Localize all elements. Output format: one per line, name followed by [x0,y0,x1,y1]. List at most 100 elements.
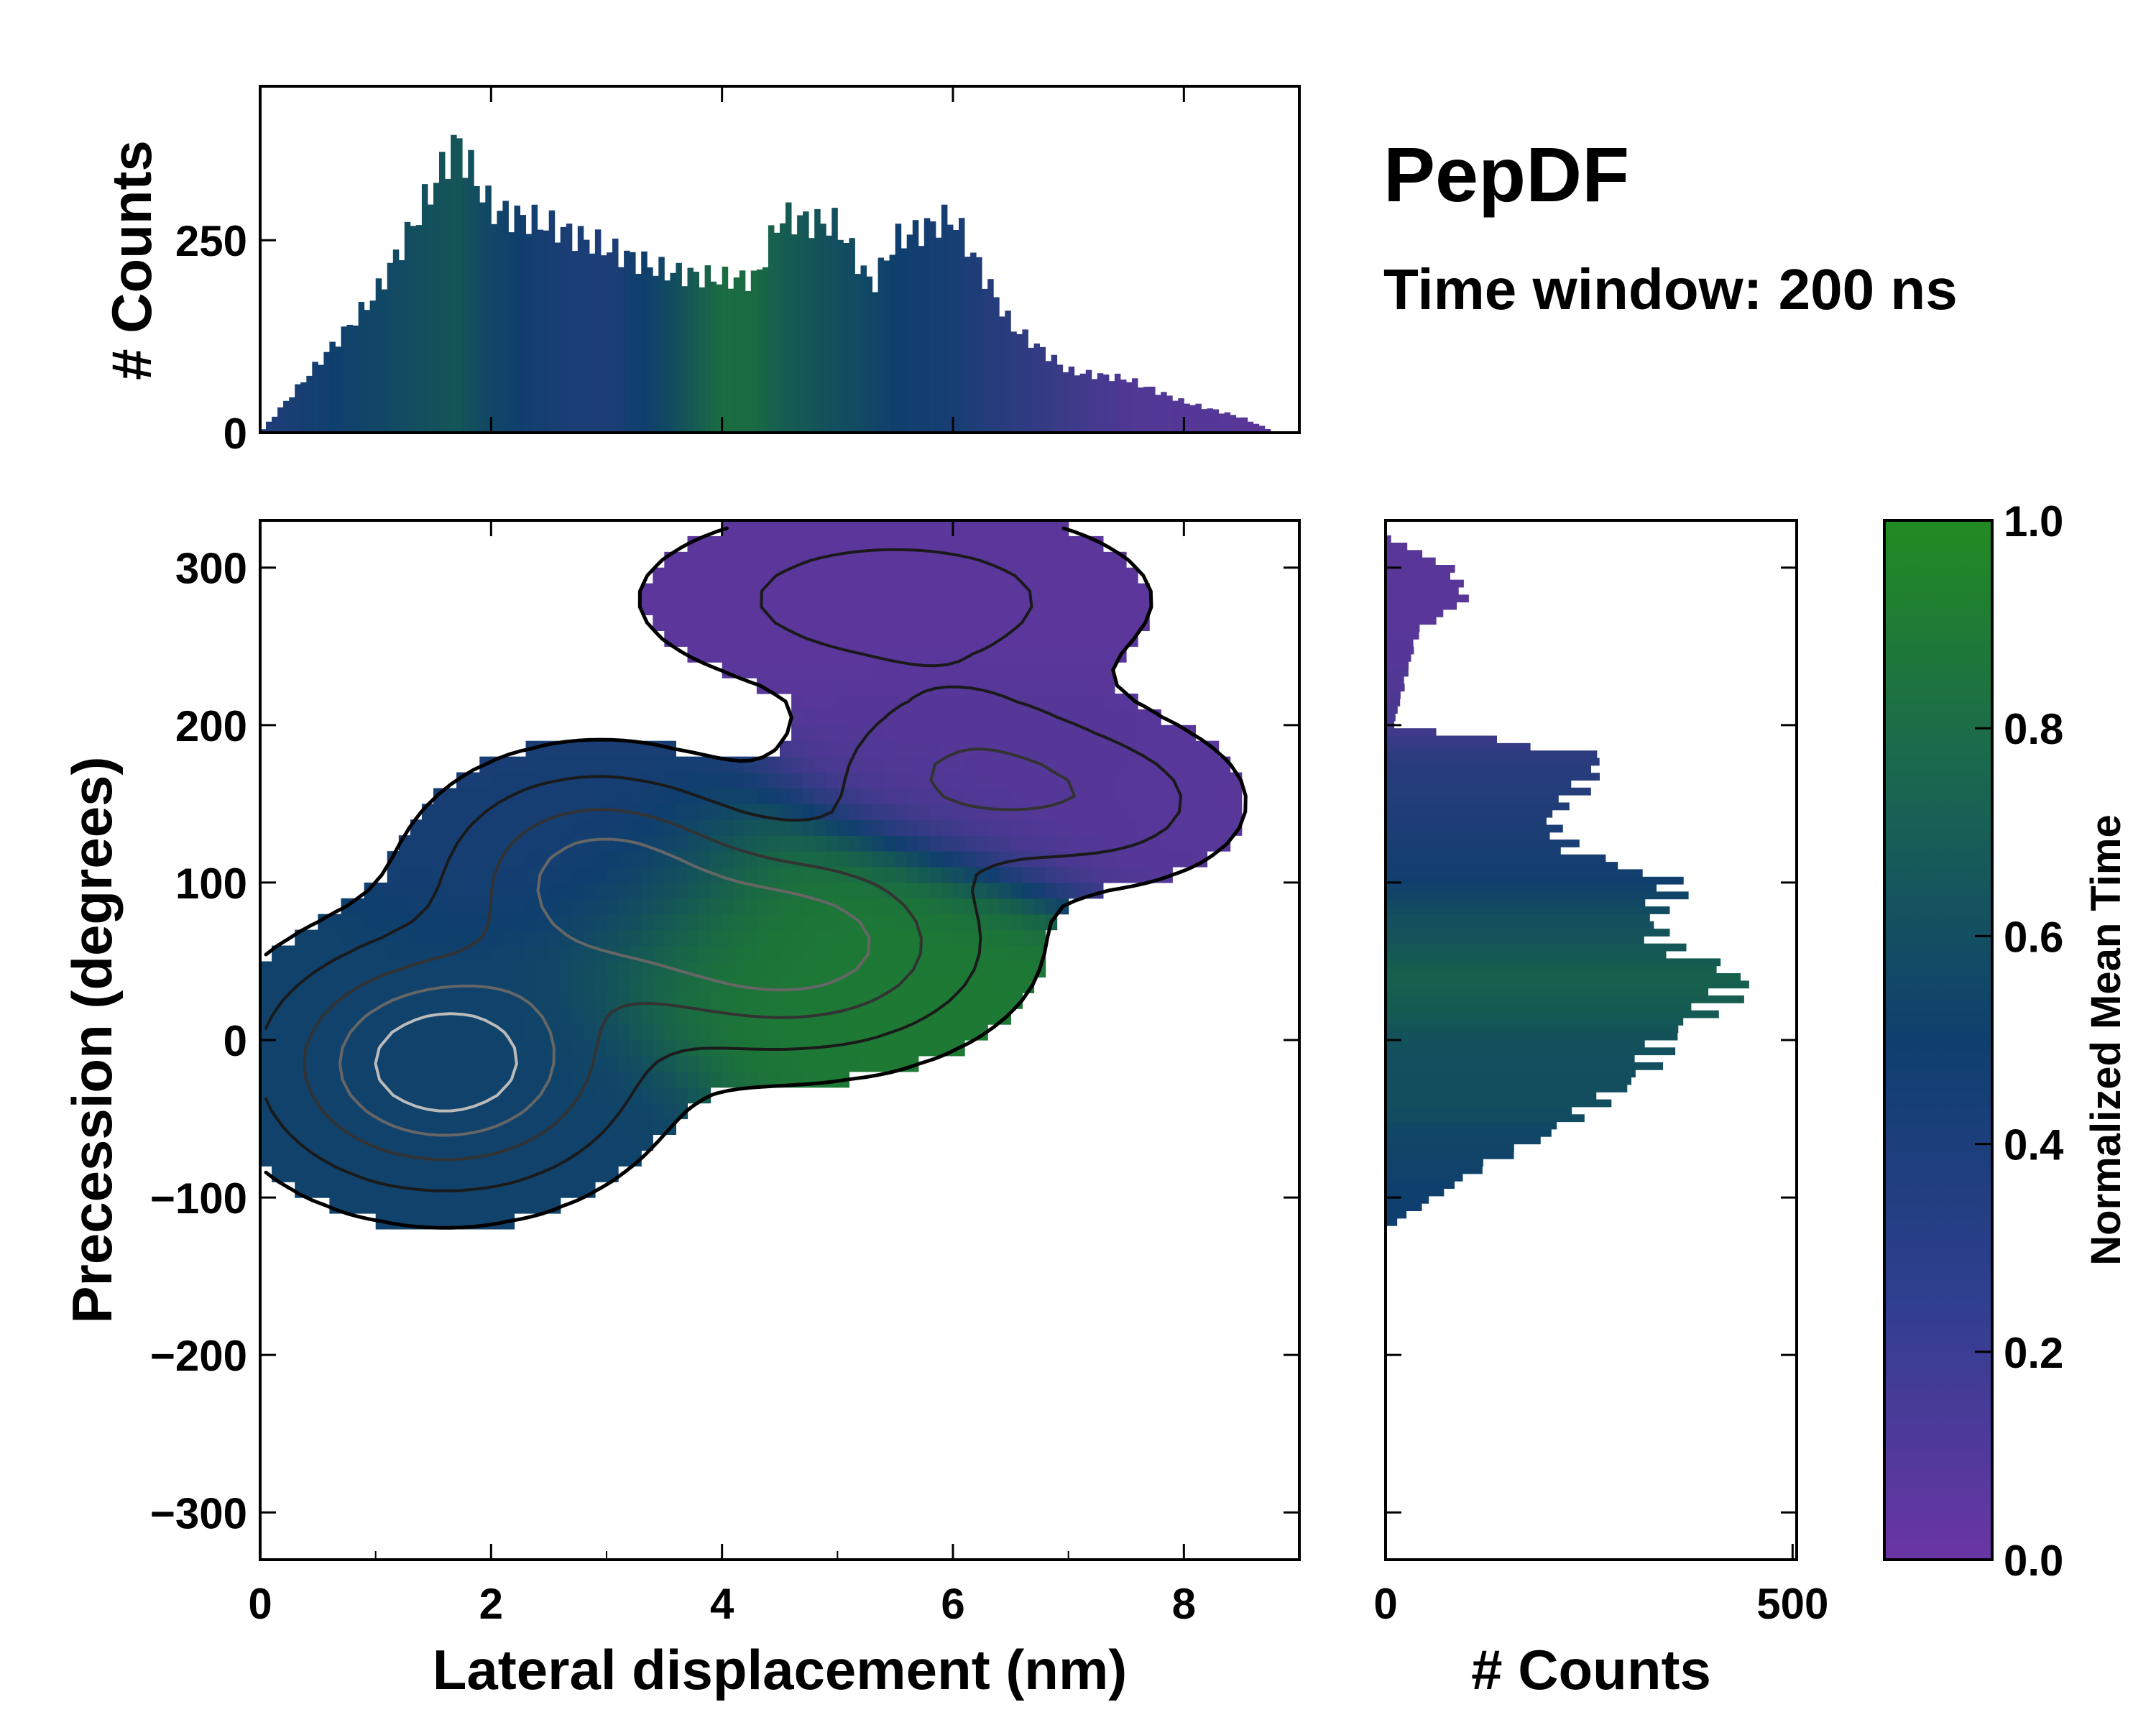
heatmap-cell [803,662,815,678]
right-hist-bar [1386,854,1606,862]
heatmap-cell [491,819,503,836]
heatmap-cell [433,1118,446,1135]
right-hist-bar [1386,847,1561,855]
heatmap-cell [791,835,803,852]
heatmap-cell [1126,567,1138,584]
heatmap-cell [1022,945,1035,962]
heatmap-cell [791,520,803,537]
heatmap-cell [537,993,550,1009]
top-hist-bar [1091,379,1098,433]
right-hist-bar [1386,1136,1541,1145]
heatmap-cell [918,535,931,553]
heatmap-cell [918,1024,931,1041]
heatmap-cell [1033,898,1046,915]
heatmap-cell [456,1134,469,1151]
top-hist-bar [1097,373,1104,433]
heatmap-cell [560,1071,573,1088]
heatmap-cell [976,882,988,899]
top-hist-bar [1224,412,1231,433]
heatmap-cell [987,756,1000,773]
heatmap-cell [664,1071,676,1088]
heatmap-cell [814,929,826,947]
heatmap-cell [687,1087,700,1104]
heatmap-cell [826,615,838,631]
heatmap-cell [502,835,515,852]
heatmap-cell [837,835,849,852]
heatmap-cell [1056,535,1069,553]
heatmap-cell [722,1071,734,1088]
heatmap-cell [479,1071,492,1088]
top-hist-bar [722,267,729,433]
heatmap-cell [676,882,688,899]
top-hist-bar [266,421,272,433]
heatmap-cell [1195,835,1208,852]
heatmap-cell [929,1024,942,1041]
right-hist-bar [1386,1195,1429,1204]
heatmap-cell [548,929,561,947]
heatmap-cell [676,929,688,947]
heatmap-cell [814,646,826,663]
heatmap-cell [895,724,908,742]
heatmap-cell [664,772,676,788]
heatmap-cell [571,961,584,978]
heatmap-cell [514,961,527,978]
right-hist-bar [1386,1218,1398,1226]
heatmap-cell [525,929,538,947]
main-xlabel: Lateral displacement (nm) [433,1638,1128,1701]
heatmap-cell [502,945,515,962]
heatmap-cell [883,945,896,962]
heatmap-cell [387,1103,400,1120]
heatmap-cell [976,630,988,647]
right-hist-bar [1386,579,1464,588]
heatmap-cell [1068,551,1081,569]
heatmap-cell [548,851,561,868]
heatmap-cell [283,1071,295,1088]
heatmap-cell [906,646,919,663]
heatmap-cell [630,851,642,868]
right-hist-bar [1386,862,1618,870]
right-hist-bar [1386,824,1563,833]
heatmap-cell [860,615,873,631]
heatmap-cell [1161,740,1173,758]
right-hist-bar [1386,1114,1585,1123]
heatmap-cell [1102,615,1115,631]
right-hist-bar [1386,617,1437,625]
heatmap-cell [1114,583,1127,600]
heatmap-cell [410,1166,423,1182]
heatmap-cell [630,1134,642,1151]
heatmap-cell [918,961,931,978]
heatmap-cell [514,1197,527,1214]
heatmap-cell [1056,835,1069,852]
heatmap-cell [849,740,862,758]
heatmap-cell [1102,678,1115,694]
heatmap-cell [491,1134,503,1151]
heatmap-cell [641,1134,653,1151]
heatmap-cell [733,551,746,569]
heatmap-cell [791,993,803,1009]
heatmap-cell [803,882,815,899]
heatmap-cell [375,1182,388,1198]
heatmap-cell [780,646,792,663]
contour-level-1 [264,548,1183,1192]
heatmap-cell [630,929,642,947]
heatmap-cell [826,961,838,978]
heatmap-cell [837,993,849,1009]
heatmap-cell [456,929,469,947]
top-hist-bar [543,230,550,433]
y-tick-label: −300 [150,1489,247,1537]
heatmap-cell [491,882,503,899]
heatmap-cell [641,599,653,615]
heatmap-cell [618,1055,630,1072]
heatmap-cell [318,993,330,1009]
heatmap-cell [1033,630,1046,647]
heatmap-cell [906,929,919,947]
heatmap-cell [1114,756,1127,773]
heatmap-cell [860,835,873,852]
heatmap-cell [837,583,849,600]
heatmap-cell [860,599,873,615]
heatmap-cell [318,945,330,962]
heatmap-cell [676,551,688,569]
heatmap-cell [895,583,908,600]
heatmap-cell [883,993,896,1009]
